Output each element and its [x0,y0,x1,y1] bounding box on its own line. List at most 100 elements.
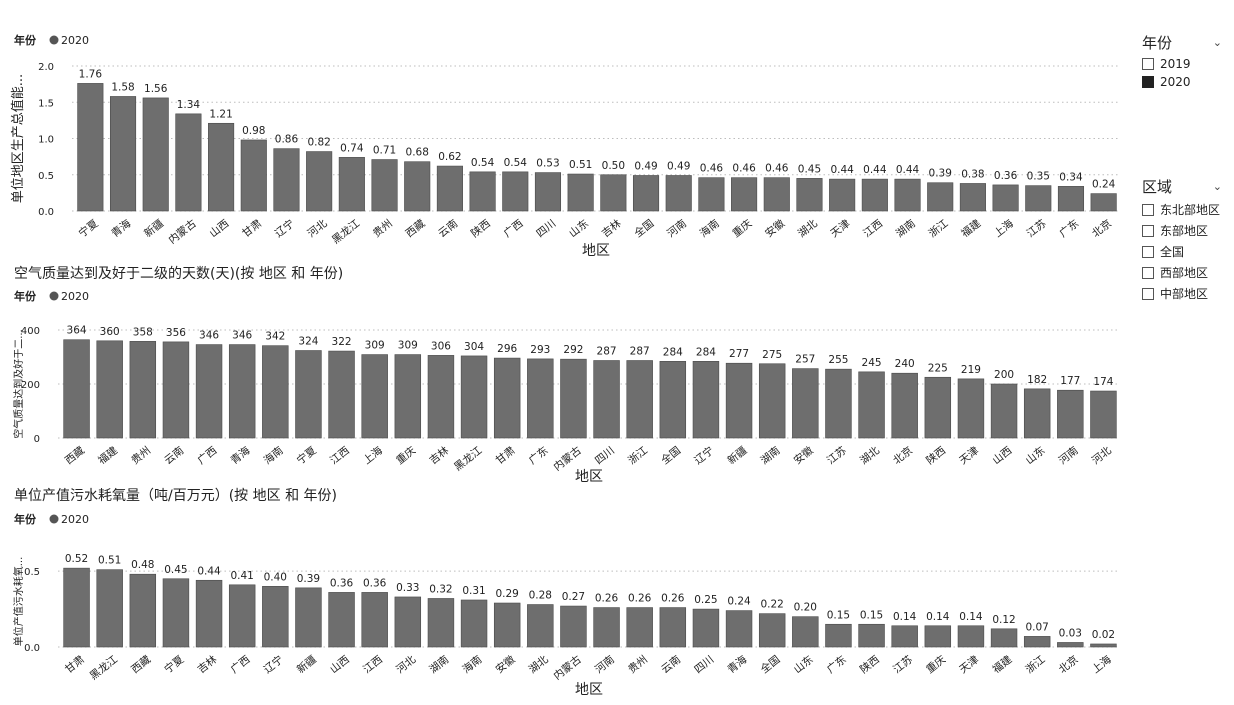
bar[interactable] [632,175,660,212]
bar[interactable] [1023,636,1051,648]
bar[interactable] [77,83,104,212]
bar[interactable] [593,360,620,439]
region-option-central[interactable]: 中部地区 [1142,285,1222,302]
year-option-2020[interactable]: 2020 [1142,75,1222,89]
bar[interactable] [338,157,365,212]
bar[interactable] [692,608,720,648]
bar[interactable] [659,607,687,648]
bar[interactable] [63,567,90,648]
bar[interactable] [328,350,355,439]
bar[interactable] [924,376,952,439]
bar[interactable] [1090,643,1117,648]
bar[interactable] [228,584,256,648]
bar[interactable] [990,628,1018,648]
bar[interactable] [861,178,888,212]
bar[interactable] [725,362,753,439]
bar[interactable] [924,625,952,648]
bar[interactable] [129,341,157,439]
bar[interactable] [1057,642,1084,648]
bar[interactable] [1090,193,1117,212]
bar[interactable] [361,592,388,648]
bar[interactable] [600,174,627,212]
bar[interactable] [273,148,300,212]
bar[interactable] [659,361,687,439]
bar[interactable] [460,599,488,648]
bar[interactable] [763,177,790,212]
bar[interactable] [1090,390,1117,439]
bar[interactable] [825,368,852,439]
bar[interactable] [1057,389,1084,439]
bar[interactable] [825,623,852,648]
bar[interactable] [698,177,725,212]
bar[interactable] [460,355,488,439]
bar[interactable] [959,183,986,212]
bar[interactable] [1023,388,1051,439]
bar[interactable] [894,178,921,212]
bar[interactable] [957,378,985,439]
bar[interactable] [567,173,594,212]
year-option-2019[interactable]: 2019 [1142,57,1222,71]
bar[interactable] [626,607,653,648]
bar[interactable] [858,371,885,439]
bar[interactable] [792,368,819,439]
bar[interactable] [692,361,720,439]
bar[interactable] [1025,185,1052,212]
bar[interactable] [142,97,169,212]
bar[interactable] [427,355,455,439]
bar[interactable] [427,598,455,648]
bar[interactable] [469,171,496,212]
bar[interactable] [758,613,786,648]
bar[interactable] [328,592,355,648]
bar[interactable] [175,113,202,212]
bar[interactable] [63,339,90,439]
bar[interactable] [493,357,521,439]
bar[interactable] [891,372,918,439]
region-option-northeast[interactable]: 东北部地区 [1142,201,1222,218]
bar[interactable] [990,383,1018,439]
bar[interactable] [129,573,157,648]
bar[interactable] [927,182,954,212]
bar[interactable] [306,151,333,212]
bar[interactable] [626,360,653,439]
region-option-east[interactable]: 东部地区 [1142,222,1222,239]
bar[interactable] [295,350,322,439]
bar[interactable] [493,602,521,648]
chevron-down-icon[interactable]: ⌄ [1212,36,1222,49]
bar[interactable] [527,358,554,439]
bar[interactable] [361,354,388,439]
bar[interactable] [96,340,123,439]
bar[interactable] [593,607,620,648]
bar[interactable] [195,344,223,439]
bar[interactable] [792,616,819,648]
bar[interactable] [725,610,753,648]
bar[interactable] [394,354,422,439]
bar[interactable] [829,178,856,212]
bar[interactable] [195,579,223,648]
bar[interactable] [957,625,985,648]
bar[interactable] [240,139,267,212]
bar[interactable] [731,177,758,212]
bar[interactable] [560,358,587,439]
region-option-national[interactable]: 全国 [1142,243,1222,260]
bar[interactable] [534,172,562,212]
bar[interactable] [758,363,786,439]
bar[interactable] [404,161,431,212]
bar[interactable] [796,178,823,212]
bar[interactable] [109,96,137,212]
bar[interactable] [262,345,289,439]
bar[interactable] [502,171,529,212]
bar[interactable] [262,586,289,648]
chevron-down-icon[interactable]: ⌄ [1212,180,1222,193]
bar[interactable] [394,596,422,648]
bar[interactable] [665,175,692,212]
bar[interactable] [891,625,918,648]
bar[interactable] [527,604,554,648]
bar[interactable] [162,578,190,648]
bar[interactable] [208,122,235,212]
bar[interactable] [96,569,123,648]
bar[interactable] [371,159,398,212]
region-option-west[interactable]: 西部地区 [1142,264,1222,281]
bar[interactable] [228,344,256,439]
bar[interactable] [295,587,322,648]
bar[interactable] [1057,186,1085,212]
